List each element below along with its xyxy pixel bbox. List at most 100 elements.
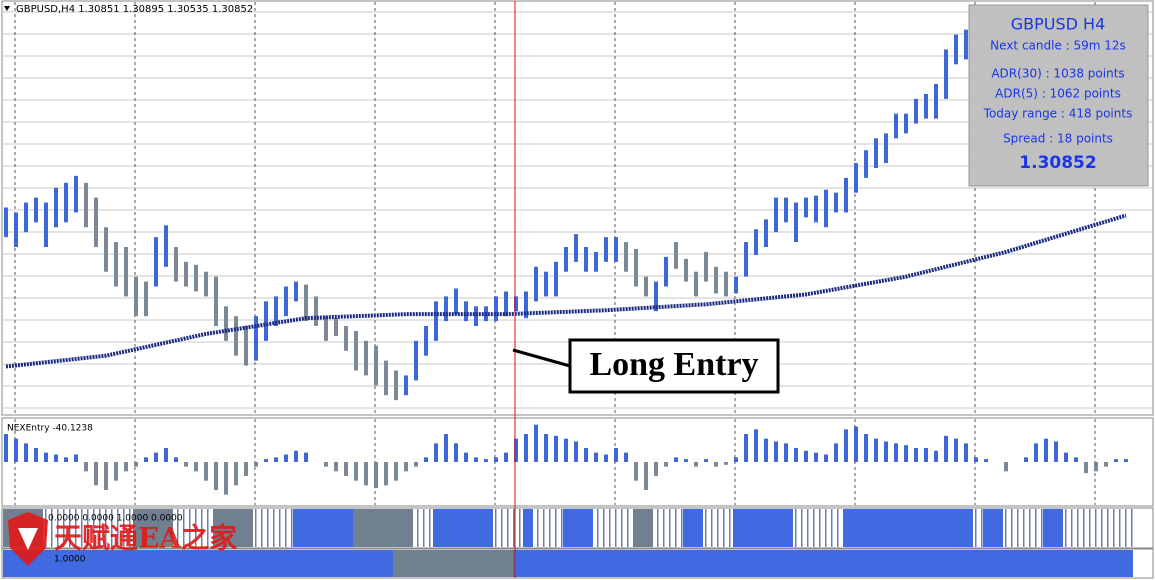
state-segment <box>973 509 983 547</box>
price-bar <box>514 296 518 312</box>
histogram-bar <box>184 462 188 467</box>
price-bar <box>614 237 618 262</box>
histogram-bar <box>874 438 878 462</box>
histogram-bar <box>684 459 688 462</box>
info-title: GBPUSD H4 <box>1011 15 1106 34</box>
histogram-bar <box>1034 443 1038 462</box>
menu-arrow <box>4 6 10 11</box>
price-bar <box>844 177 848 213</box>
histogram-bar <box>104 462 108 490</box>
state-segment <box>513 550 1133 577</box>
histogram-bar <box>854 426 858 462</box>
histogram-bar <box>1084 462 1088 474</box>
price-bar <box>654 281 658 312</box>
histogram-bar <box>784 443 788 462</box>
histogram-bar <box>984 459 988 462</box>
price-bar <box>134 276 138 317</box>
price-bar <box>914 98 918 124</box>
histogram-bar <box>284 454 288 462</box>
histogram-bar <box>704 459 708 462</box>
price-bar <box>314 296 318 327</box>
histogram-bar <box>204 462 208 481</box>
histogram-bar <box>1104 462 1108 467</box>
histogram-bar <box>844 429 848 462</box>
histogram-bar <box>1004 462 1008 472</box>
histogram-bar <box>734 457 738 462</box>
price-bar <box>784 197 788 223</box>
price-bar <box>644 276 648 297</box>
price-bar <box>584 247 588 272</box>
histogram-bar <box>464 452 468 462</box>
state-segment <box>433 509 493 547</box>
price-bar <box>324 316 328 341</box>
histogram-bar <box>264 459 268 462</box>
histogram-bar <box>114 462 118 481</box>
histogram-bar <box>564 438 568 462</box>
histogram-bar <box>234 462 238 486</box>
histogram-bar <box>454 443 458 462</box>
state-segment <box>213 509 253 547</box>
histogram-bar <box>894 443 898 462</box>
histogram-bar <box>624 452 628 462</box>
histogram-bar <box>834 443 838 462</box>
histogram-bar <box>944 435 948 462</box>
histogram-bar <box>644 462 648 490</box>
histogram-bar <box>714 462 718 467</box>
state-segment <box>683 509 703 547</box>
price-bar <box>54 187 58 228</box>
price-bar <box>804 197 808 218</box>
histogram-bar <box>934 450 938 462</box>
price-bar <box>754 229 758 255</box>
histogram-bar <box>514 438 518 462</box>
plot <box>3 29 1133 577</box>
price-bar <box>64 182 68 223</box>
price-bar <box>864 150 868 178</box>
info-line: ADR(30) : 1038 points <box>991 67 1124 81</box>
state-segment <box>1003 509 1043 547</box>
info-line: ADR(5) : 1062 points <box>995 87 1121 101</box>
state-segment <box>793 509 843 547</box>
histogram-bar <box>144 457 148 462</box>
watermark: 天赋通EA之家 <box>8 512 237 566</box>
price-bar <box>834 192 838 213</box>
price-bar <box>534 266 538 302</box>
info-line: Today range : 418 points <box>983 107 1133 121</box>
price-bar <box>404 375 408 396</box>
grid <box>3 2 1152 505</box>
info-line: Next candle : 59m 12s <box>990 39 1126 53</box>
main-panel <box>1 0 1154 416</box>
state-segment <box>393 550 513 577</box>
price-bar <box>954 34 958 65</box>
histogram-bar <box>574 441 578 462</box>
state-segment <box>413 509 433 547</box>
panel-label: NEXEntry -40.1238 <box>7 424 93 434</box>
histogram-bar <box>64 457 68 462</box>
state-segment <box>983 509 1003 547</box>
histogram-bar <box>24 443 28 462</box>
price-bar <box>34 197 38 223</box>
panel-label: 1.0000 <box>54 555 86 565</box>
histogram-bar <box>904 445 908 462</box>
price-bar <box>354 330 358 371</box>
state-segment <box>733 509 793 547</box>
histogram-bar <box>384 462 388 486</box>
price-bar <box>24 202 28 233</box>
histogram-bar <box>344 462 348 476</box>
price-bar <box>674 242 678 269</box>
histogram-bar <box>764 438 768 462</box>
state-segment <box>173 509 213 547</box>
histogram-bar <box>584 448 588 462</box>
price-bar <box>494 296 498 322</box>
price-bar <box>204 271 208 297</box>
state-segment <box>493 509 523 547</box>
histogram-bar <box>374 462 378 489</box>
info-price: 1.30852 <box>1019 153 1096 173</box>
histogram-bar <box>164 448 168 462</box>
price-bar <box>154 237 158 287</box>
histogram-bar <box>864 434 868 462</box>
histogram-bar <box>294 450 298 462</box>
histogram-bar <box>474 457 478 462</box>
state-segment <box>523 509 533 547</box>
price-bar <box>594 251 598 272</box>
